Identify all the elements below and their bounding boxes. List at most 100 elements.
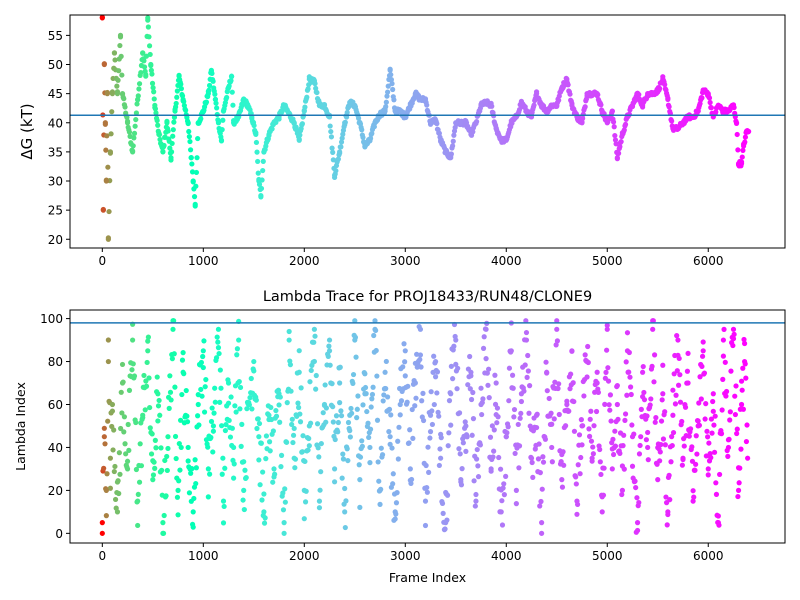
data-point — [470, 416, 477, 422]
data-point — [524, 374, 530, 380]
data-point — [125, 421, 131, 428]
data-point — [657, 449, 663, 455]
data-point — [448, 155, 454, 161]
data-point — [429, 421, 436, 428]
data-point — [326, 348, 333, 354]
data-point — [119, 72, 125, 78]
data-point — [667, 497, 673, 503]
data-point — [221, 503, 227, 510]
data-point — [663, 494, 669, 500]
data-point — [718, 431, 725, 437]
data-point — [673, 392, 679, 398]
data-point — [420, 390, 426, 396]
lambda-x-label: Frame Index — [389, 570, 466, 585]
data-point — [455, 365, 461, 371]
data-point — [136, 479, 143, 485]
data-point — [732, 393, 738, 399]
data-point — [719, 407, 725, 413]
data-point — [560, 449, 566, 455]
data-point — [140, 50, 146, 56]
data-point — [614, 401, 620, 408]
data-point — [299, 449, 305, 455]
data-point — [122, 441, 128, 447]
data-point — [708, 105, 715, 111]
data-point — [536, 441, 542, 447]
data-point — [367, 137, 373, 143]
x-tick-label: 6000 — [693, 254, 724, 268]
data-point — [579, 423, 585, 429]
data-point — [169, 140, 175, 147]
data-point — [130, 143, 136, 149]
data-point — [413, 395, 419, 401]
data-point — [155, 122, 161, 128]
y-tick-label: 45 — [48, 87, 63, 101]
data-point — [195, 135, 201, 142]
data-point — [505, 424, 511, 430]
data-point — [173, 100, 179, 107]
x-tick-label: 2000 — [289, 254, 320, 268]
data-point — [278, 464, 284, 470]
data-point — [709, 430, 715, 436]
data-point — [528, 455, 535, 461]
data-point — [443, 149, 449, 155]
data-point — [539, 486, 545, 492]
data-point — [493, 380, 499, 386]
data-point — [312, 333, 318, 339]
data-point — [495, 414, 501, 420]
data-point — [494, 420, 500, 426]
data-point — [183, 107, 189, 113]
data-point — [621, 432, 627, 438]
data-point — [156, 397, 162, 404]
data-point — [272, 471, 278, 477]
data-point — [681, 443, 687, 449]
data-point — [539, 520, 545, 526]
data-point — [602, 401, 608, 407]
data-point — [400, 364, 406, 370]
data-point — [456, 446, 462, 452]
data-point — [216, 350, 222, 357]
data-point — [396, 424, 402, 430]
data-point — [154, 374, 160, 380]
data-point — [383, 385, 389, 392]
data-point — [266, 131, 272, 138]
data-point — [533, 424, 540, 431]
lambda-y-label: Lambda Index — [13, 382, 28, 471]
data-point — [711, 422, 717, 428]
y-tick-label: 60 — [48, 398, 63, 412]
data-point — [119, 361, 126, 368]
data-point — [208, 434, 214, 441]
data-point — [253, 131, 259, 138]
data-point — [331, 479, 338, 485]
data-point — [105, 358, 111, 365]
data-point — [645, 457, 651, 463]
data-point — [640, 363, 646, 370]
data-point — [357, 477, 363, 483]
data-point — [740, 406, 746, 412]
data-point — [148, 451, 155, 457]
data-point — [516, 465, 522, 471]
data-point — [720, 376, 726, 382]
data-point — [296, 137, 302, 143]
data-point — [136, 86, 142, 92]
data-point — [508, 348, 514, 354]
data-point — [315, 445, 321, 451]
data-point — [576, 432, 583, 438]
data-point — [301, 108, 307, 114]
data-point — [255, 158, 261, 165]
data-point — [166, 405, 172, 411]
data-point — [367, 444, 373, 451]
data-point — [119, 380, 126, 386]
data-point — [677, 372, 683, 378]
data-point — [145, 334, 151, 340]
data-point — [561, 462, 567, 468]
data-point — [195, 413, 201, 419]
data-point — [653, 415, 659, 421]
data-point — [347, 99, 353, 105]
data-point — [523, 108, 530, 114]
data-point — [220, 520, 227, 526]
data-point — [124, 120, 131, 126]
data-point — [138, 70, 144, 76]
data-point — [715, 102, 721, 108]
data-point — [191, 495, 197, 502]
data-point — [733, 120, 740, 126]
